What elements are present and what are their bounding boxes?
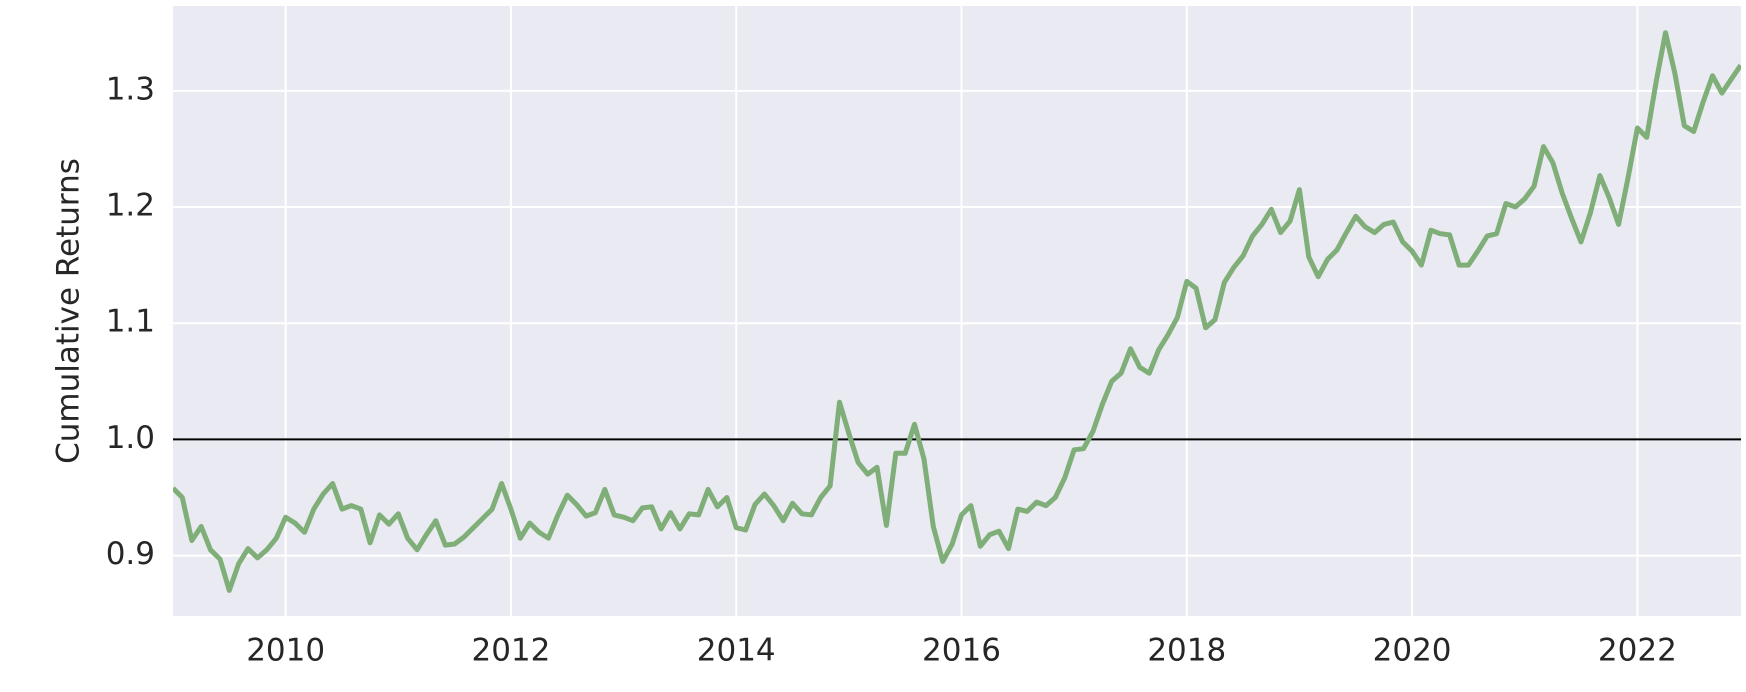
y-tick-label: 0.9: [106, 536, 155, 572]
y-tick-label: 1.1: [106, 304, 155, 340]
x-tick-label: 2016: [922, 633, 1001, 669]
plot-area: [173, 30, 1741, 593]
plot-background: [173, 6, 1741, 616]
x-tick-label: 2014: [697, 633, 776, 669]
y-tick-label: 1.2: [106, 188, 155, 224]
y-tick-label: 1.3: [106, 71, 155, 107]
x-tick-label: 2022: [1598, 633, 1677, 669]
x-tick-label: 2010: [246, 633, 325, 669]
x-tick-label: 2018: [1147, 633, 1226, 669]
x-tick-label: 2012: [471, 633, 550, 669]
y-tick-label: 1.0: [106, 420, 155, 456]
line-series: [173, 30, 1741, 593]
y-axis-label: Cumulative Returns: [51, 158, 87, 464]
x-tick-label: 2020: [1373, 633, 1452, 669]
